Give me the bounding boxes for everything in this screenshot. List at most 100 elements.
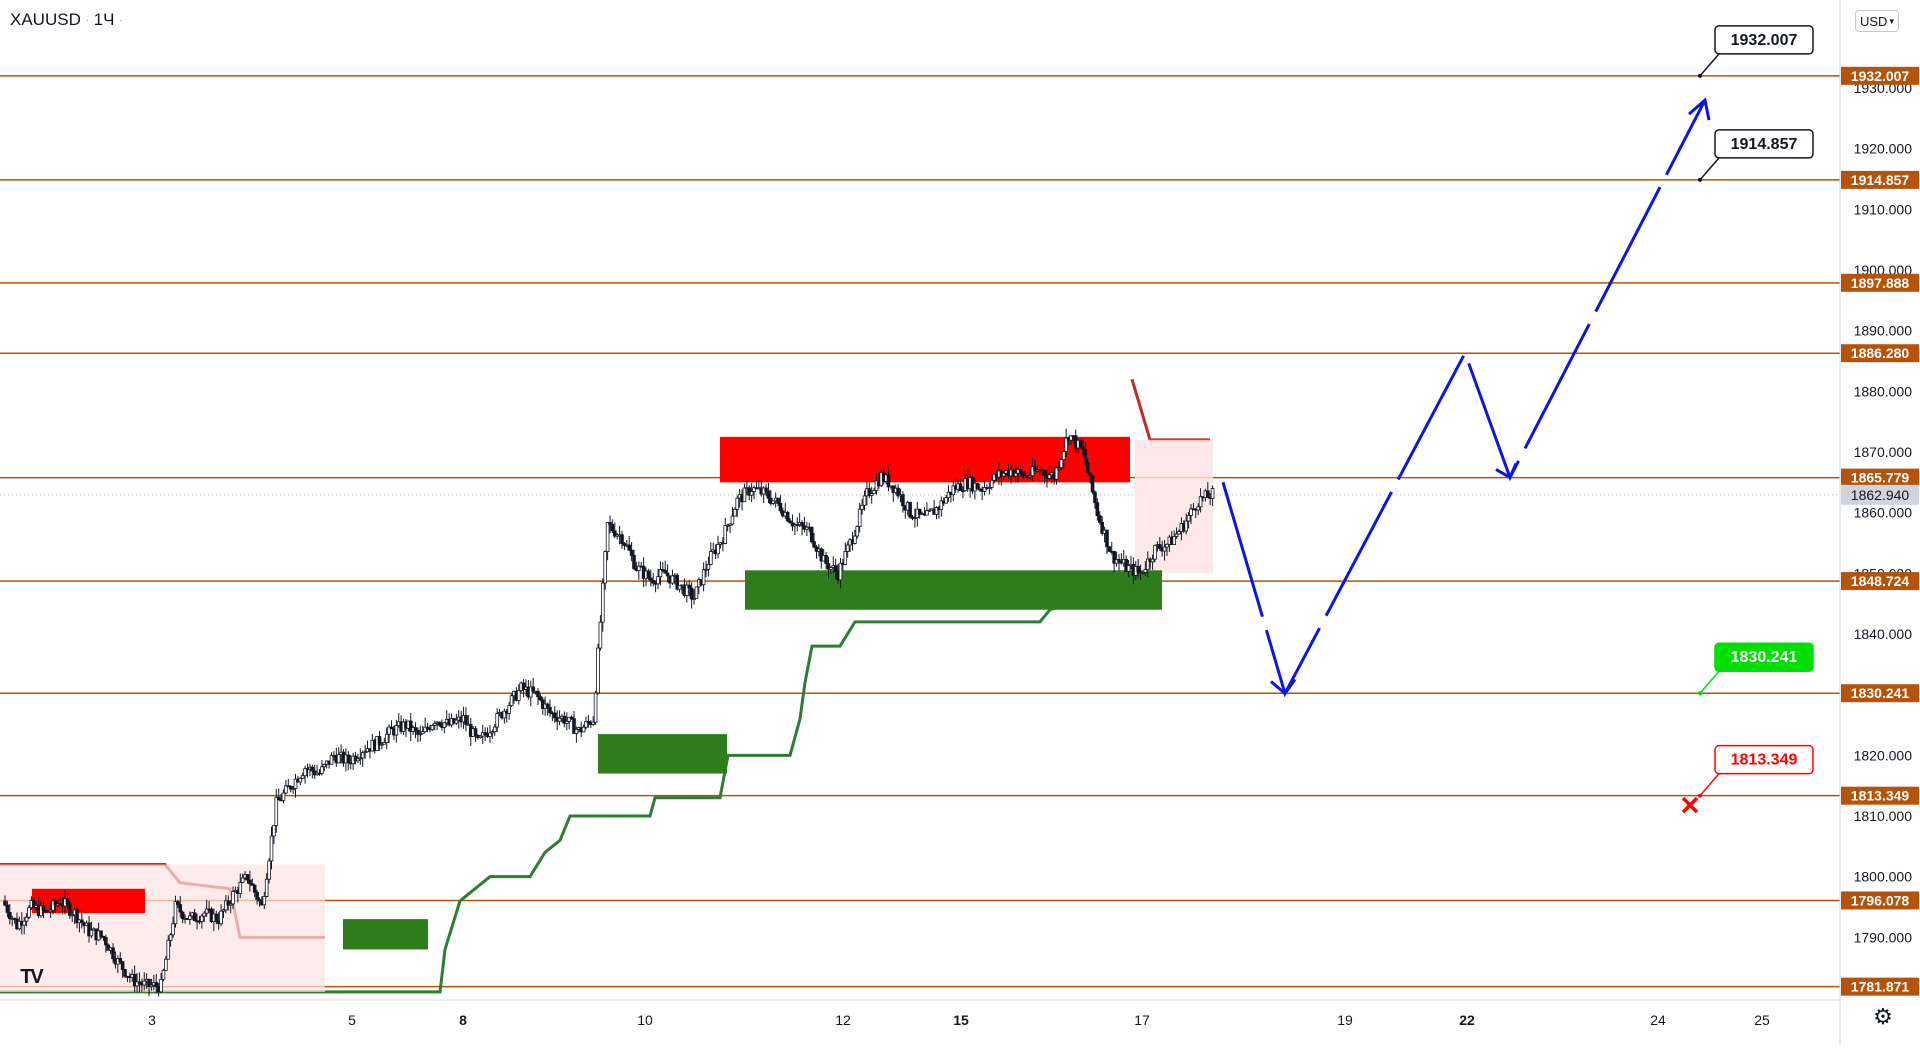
- level-axis-label: 1914.857: [1851, 172, 1910, 188]
- y-tick-label: 1910.000: [1854, 201, 1913, 217]
- candle-body: [437, 721, 442, 726]
- candle-body: [1013, 472, 1018, 477]
- candle-body: [219, 910, 223, 925]
- candle-body: [857, 508, 862, 527]
- candle-body: [1107, 546, 1112, 552]
- candle-body: [226, 900, 231, 906]
- candle-body: [1093, 491, 1097, 504]
- candle-body: [665, 572, 670, 577]
- candle-body: [135, 981, 139, 987]
- gear-icon[interactable]: ⚙: [1873, 1004, 1893, 1029]
- level-axis-label: 1865.779: [1851, 470, 1910, 486]
- candle-body: [853, 535, 857, 544]
- candle-body: [569, 716, 574, 720]
- candle-body: [1090, 475, 1095, 493]
- candle-body: [382, 742, 387, 745]
- chevron-down-icon: ▾: [1889, 15, 1894, 26]
- candle-body: [1064, 437, 1068, 452]
- candle-body: [613, 530, 617, 537]
- candle-body: [252, 884, 257, 893]
- candle-body: [3, 900, 7, 906]
- callout-box[interactable]: [1714, 129, 1814, 159]
- candle-body: [1150, 558, 1155, 563]
- candle-body: [228, 903, 233, 906]
- demand-zone: [343, 919, 428, 950]
- candle-body: [658, 569, 663, 578]
- candle-body: [502, 710, 507, 719]
- candle-body: [1141, 571, 1145, 574]
- candle-body: [788, 520, 792, 524]
- candle-body: [663, 569, 668, 574]
- callout-box[interactable]: [1714, 25, 1814, 55]
- candle-body: [1153, 544, 1157, 560]
- candle-body: [161, 969, 166, 980]
- symbol-header[interactable]: XAUUSD · 1Ч ·: [10, 10, 123, 30]
- candle-body: [795, 524, 800, 527]
- candle-body: [586, 721, 591, 723]
- candle-body: [1136, 565, 1140, 573]
- candle-body: [812, 541, 816, 548]
- interval-label[interactable]: 1Ч: [93, 10, 115, 29]
- candle-body: [473, 728, 478, 736]
- candle-body: [927, 509, 932, 512]
- candle-body: [829, 567, 833, 570]
- candle-body: [869, 493, 874, 496]
- candle-body: [51, 900, 55, 911]
- candle-body: [675, 574, 680, 590]
- candle-body: [785, 511, 790, 522]
- candle-body: [5, 904, 10, 913]
- symbol-name: XAUUSD: [10, 10, 81, 29]
- candle-body: [867, 488, 872, 496]
- candle-body: [603, 551, 607, 584]
- candle-body: [464, 715, 468, 725]
- candle-body: [269, 835, 274, 862]
- candle-body: [716, 543, 720, 555]
- candle-body: [65, 898, 70, 905]
- candle-body: [1095, 502, 1100, 517]
- candle-body: [490, 731, 495, 734]
- candle-body: [632, 555, 636, 569]
- candle-body: [101, 936, 106, 938]
- callout-box[interactable]: [1714, 642, 1814, 672]
- candle-body: [694, 586, 699, 599]
- candle-body: [264, 878, 269, 897]
- candle-body: [377, 736, 382, 746]
- candle-body: [483, 732, 487, 735]
- candle-body: [118, 958, 123, 963]
- candle-body: [171, 923, 175, 936]
- candle-body: [507, 705, 511, 714]
- candle-body: [291, 788, 295, 790]
- callout-box[interactable]: [1714, 744, 1814, 775]
- projection-arrowhead: [1495, 462, 1518, 480]
- candle-body: [548, 706, 552, 714]
- level-axis-label: 1932.007: [1851, 68, 1910, 84]
- candle-body: [677, 584, 682, 590]
- candle-body: [147, 978, 151, 988]
- candle-body: [221, 909, 226, 912]
- candle-body: [420, 731, 425, 735]
- y-tick-label: 1820.000: [1854, 747, 1913, 763]
- candle-body: [356, 758, 360, 762]
- candle-body: [1100, 521, 1104, 534]
- level-axis-badge: [1841, 684, 1919, 703]
- y-tick-label: 1800.000: [1854, 869, 1913, 885]
- projection-line: [1221, 99, 1707, 698]
- candle-body: [267, 860, 271, 880]
- candle-body: [723, 525, 728, 544]
- candle-body: [1061, 451, 1066, 460]
- candle-body: [987, 487, 992, 489]
- candle-body: [41, 905, 46, 912]
- candle-body: [901, 494, 905, 507]
- currency-button[interactable]: USD ▾: [1855, 10, 1899, 32]
- tradingview-logo-icon[interactable]: TV: [20, 965, 44, 988]
- candle-body: [685, 584, 689, 596]
- candle-body: [159, 978, 163, 993]
- candle-body: [824, 555, 828, 564]
- candle-body: [137, 981, 142, 984]
- x-tick-label: 22: [1459, 1012, 1475, 1028]
- level-axis-badge: [1841, 468, 1919, 487]
- candle-body: [766, 490, 771, 499]
- candle-body: [826, 563, 831, 570]
